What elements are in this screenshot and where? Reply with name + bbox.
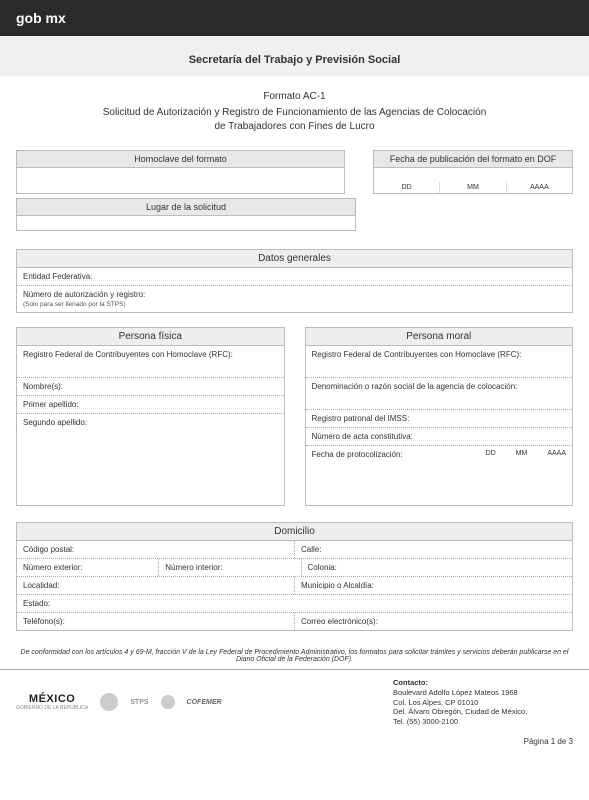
entidad-field[interactable]: Entidad Federativa:	[17, 268, 572, 286]
dom-row-5: Teléfono(s): Correo electrónico(s):	[17, 613, 572, 630]
homoclave-label: Homoclave del formato	[17, 151, 344, 168]
footer: MÉXICO GOBIERNO DE LA REPÚBLICA STPS COF…	[0, 670, 589, 735]
contact-addr2: Col. Los Alpes, CP 01010	[393, 698, 573, 708]
brand-text: gob mx	[16, 10, 66, 26]
contact-tel: Tel. (55) 3000-2100	[393, 717, 573, 727]
lugar-input[interactable]	[17, 216, 355, 230]
dom-row-3: Localidad: Municipio o Alcaldía:	[17, 577, 572, 595]
estado-field[interactable]: Estado:	[17, 595, 572, 612]
pf-primer-apellido-field[interactable]: Primer apellido:	[17, 396, 284, 414]
num-int-field[interactable]: Número interior:	[159, 559, 301, 576]
format-code: Formato AC-1	[40, 90, 549, 104]
legal-note: De conformidad con los artículos 4 y 69-…	[0, 643, 589, 670]
pf-segundo-apellido-field[interactable]: Segundo apellido:	[17, 414, 284, 431]
municipio-field[interactable]: Municipio o Alcaldía:	[295, 577, 572, 594]
dof-dd: DD	[374, 182, 439, 193]
homoclave-input[interactable]	[17, 168, 344, 182]
pm-protocolizacion-field[interactable]: Fecha de protocolización: DD MM AAAA	[306, 446, 573, 463]
domicilio-body: Código postal: Calle: Número exterior: N…	[16, 541, 573, 631]
persona-moral-body: Registro Federal de Contribuyentes con H…	[305, 346, 574, 506]
domicilio-heading: Domicilio	[16, 522, 573, 541]
pm-mm: MM	[516, 450, 528, 457]
persona-fisica-body: Registro Federal de Contribuyentes con H…	[16, 346, 285, 506]
pm-acta-field[interactable]: Número de acta constitutiva:	[306, 428, 573, 446]
title-line-2: de Trabajadores con Fines de Lucro	[40, 120, 549, 134]
seal-icon-1	[100, 693, 118, 711]
persona-fisica-heading: Persona física	[16, 327, 285, 346]
title-section: Formato AC-1 Solicitud de Autorización y…	[0, 76, 589, 150]
num-ext-field[interactable]: Número exterior:	[17, 559, 159, 576]
seal-icon-2	[161, 695, 175, 709]
lugar-block: Lugar de la solicitud	[16, 198, 356, 231]
persona-moral-heading: Persona moral	[305, 327, 574, 346]
title-line-1: Solicitud de Autorización y Registro de …	[40, 106, 549, 120]
mexico-logo-sub: GOBIERNO DE LA REPÚBLICA	[16, 705, 88, 711]
datos-generales-body: Entidad Federativa: Número de autorizaci…	[16, 268, 573, 313]
pm-date-labels: DD MM AAAA	[486, 450, 566, 457]
pm-dd: DD	[486, 450, 496, 457]
dof-block: Fecha de publicación del formato en DOF …	[373, 150, 573, 194]
homoclave-block: Homoclave del formato	[16, 150, 345, 194]
dof-mm: MM	[439, 182, 505, 193]
correo-field[interactable]: Correo electrónico(s):	[295, 613, 572, 630]
lugar-label: Lugar de la solicitud	[17, 199, 355, 216]
dom-row-1: Código postal: Calle:	[17, 541, 572, 559]
persona-moral-col: Persona moral Registro Federal de Contri…	[305, 327, 574, 506]
pm-denominacion-field[interactable]: Denominación o razón social de la agenci…	[306, 378, 573, 410]
contact-block: Contacto: Boulevard Adolfo López Mateos …	[393, 678, 573, 727]
num-aut-field[interactable]: Número de autorización y registro: (Solo…	[17, 286, 572, 312]
mexico-logo-text: MÉXICO	[29, 693, 75, 705]
dof-input[interactable]	[374, 168, 572, 182]
top-bar: gob mx	[0, 0, 589, 36]
top-fields-row: Homoclave del formato Fecha de publicaci…	[16, 150, 573, 194]
domicilio-section: Domicilio Código postal: Calle: Número e…	[16, 522, 573, 631]
pf-rfc-field[interactable]: Registro Federal de Contribuyentes con H…	[17, 346, 284, 378]
dof-date-labels: DD MM AAAA	[374, 182, 572, 193]
pm-rfc-field[interactable]: Registro Federal de Contribuyentes con H…	[306, 346, 573, 378]
pm-imss-field[interactable]: Registro patronal del IMSS:	[306, 410, 573, 428]
cp-field[interactable]: Código postal:	[17, 541, 295, 558]
footer-logos: MÉXICO GOBIERNO DE LA REPÚBLICA STPS COF…	[16, 693, 393, 711]
localidad-field[interactable]: Localidad:	[17, 577, 295, 594]
contact-addr3: Del. Álvaro Obregón, Ciudad de México.	[393, 707, 573, 717]
num-aut-label: Número de autorización y registro:	[23, 290, 145, 299]
num-aut-note: (Solo para ser llenado por la STPS)	[23, 301, 126, 308]
pm-protocolizacion-label: Fecha de protocolización:	[312, 450, 403, 459]
mexico-logo: MÉXICO GOBIERNO DE LA REPÚBLICA	[16, 693, 88, 711]
ministry-header: Secretaría del Trabajo y Previsión Socia…	[0, 36, 589, 76]
dof-label: Fecha de publicación del formato en DOF	[374, 151, 572, 168]
contact-addr1: Boulevard Adolfo López Mateos 1968	[393, 688, 573, 698]
ministry-name: Secretaría del Trabajo y Previsión Socia…	[189, 54, 401, 66]
colonia-field[interactable]: Colonia:	[302, 559, 573, 576]
page-number: Página 1 de 3	[0, 735, 589, 754]
calle-field[interactable]: Calle:	[295, 541, 572, 558]
cofemer-logo: COFEMER	[187, 699, 222, 706]
datos-generales-heading: Datos generales	[16, 249, 573, 268]
dom-row-4: Estado:	[17, 595, 572, 613]
pm-aaaa: AAAA	[547, 450, 566, 457]
stps-logo: STPS	[130, 699, 148, 706]
telefonos-field[interactable]: Teléfono(s):	[17, 613, 295, 630]
contact-heading: Contacto:	[393, 678, 573, 688]
pf-nombres-field[interactable]: Nombre(s):	[17, 378, 284, 396]
dom-row-2: Número exterior: Número interior: Coloni…	[17, 559, 572, 577]
persona-columns: Persona física Registro Federal de Contr…	[16, 327, 573, 506]
persona-fisica-col: Persona física Registro Federal de Contr…	[16, 327, 285, 506]
content-area: Homoclave del formato Fecha de publicaci…	[0, 150, 589, 643]
dof-aaaa: AAAA	[506, 182, 572, 193]
